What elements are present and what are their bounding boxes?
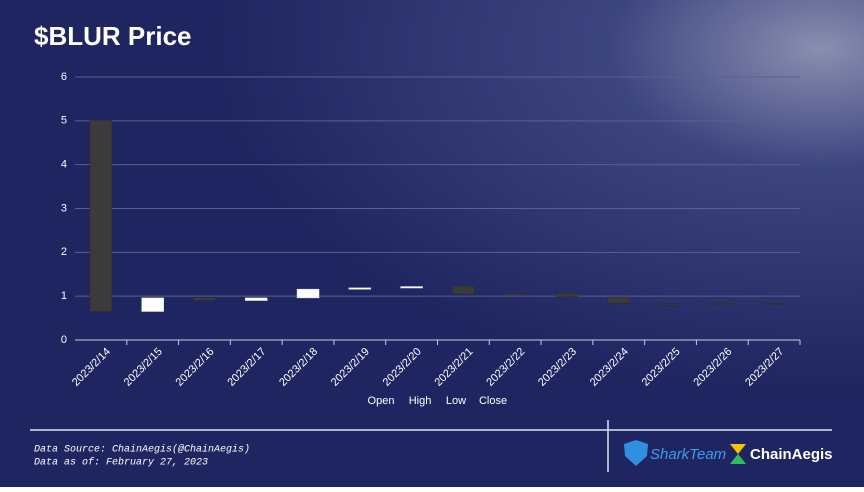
y-tick-label: 4 [61, 159, 67, 171]
candle-body [503, 293, 527, 296]
candle-body [711, 302, 734, 305]
y-tick-label: 0 [61, 334, 67, 346]
candle-body [296, 288, 320, 299]
y-tick-label: 1 [61, 290, 67, 302]
y-tick-label: 5 [61, 115, 67, 127]
candle-body [89, 120, 113, 312]
candle-body [245, 297, 268, 301]
y-tick-label: 2 [61, 246, 67, 258]
legend-label: Close [479, 395, 507, 407]
candle-body [452, 285, 475, 295]
chainaegis-icon-top [730, 444, 746, 454]
candle-body [193, 297, 216, 301]
chainaegis-logo: ChainAegis [750, 446, 833, 463]
legend-label: High [409, 395, 432, 407]
legend-label: Low [446, 395, 466, 407]
chart-title: $BLUR Price [34, 21, 192, 51]
footer-source: Data Source: ChainAegis(@ChainAegis) [34, 444, 250, 456]
sharkteam-logo: SharkTeam [650, 446, 726, 463]
candle-body [659, 303, 682, 306]
sharkteam-icon [624, 440, 648, 466]
y-tick-label: 3 [61, 202, 67, 214]
candle-body [762, 302, 786, 305]
legend-label: Open [368, 395, 395, 407]
footer-date: Data as of: February 27, 2023 [34, 457, 208, 469]
candle-body [400, 286, 423, 289]
y-tick-label: 6 [61, 71, 67, 83]
candle-body [555, 292, 579, 298]
candle-body [607, 296, 630, 304]
candle-body [141, 297, 164, 312]
chainaegis-icon-bottom [730, 454, 746, 464]
candle-body [348, 287, 372, 290]
